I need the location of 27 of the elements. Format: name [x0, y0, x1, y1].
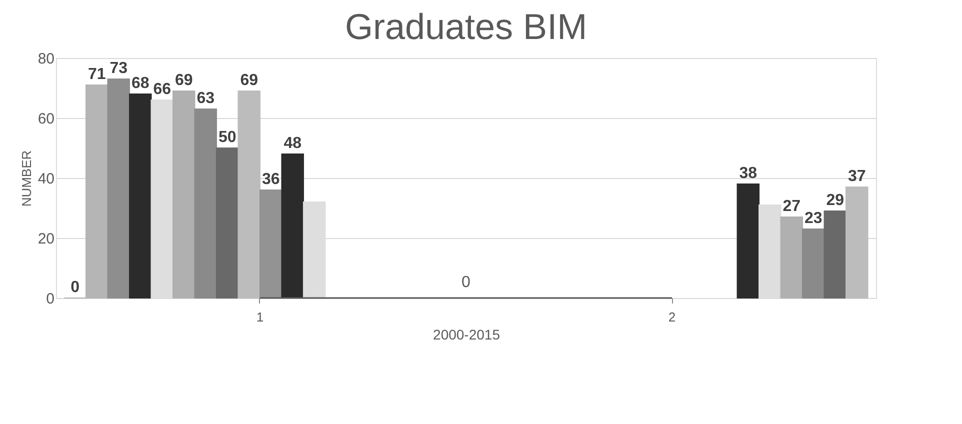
data-label: 37 — [848, 168, 866, 185]
chart-title: Graduates BIM — [344, 6, 588, 47]
data-label: 48 — [284, 135, 302, 152]
data-label: 27 — [782, 198, 801, 215]
x-axis-title: 2000-2015 — [433, 326, 500, 342]
data-label: 23 — [804, 210, 822, 227]
data-label: 68 — [131, 75, 150, 92]
data-label: 38 — [739, 165, 758, 182]
data-label: 71 — [88, 66, 106, 83]
y-tick-label: 0 — [46, 290, 54, 308]
y-tick-label: 40 — [38, 170, 54, 188]
data-label: 50 — [218, 129, 236, 146]
data-label: 36 — [262, 171, 280, 188]
x-tick-label: 2 — [668, 310, 676, 324]
data-label: 66 — [153, 81, 172, 98]
x-tick-label: 1 — [256, 310, 264, 324]
data-label: 69 — [174, 72, 193, 89]
y-tick-label: 80 — [38, 50, 54, 68]
data-label: 73 — [110, 60, 128, 77]
data-label: 63 — [196, 90, 215, 107]
data-label: 69 — [240, 72, 258, 89]
data-label: 0 — [70, 279, 80, 296]
annotation: 0 — [462, 274, 471, 291]
data-label: 29 — [826, 192, 844, 209]
y-tick-label: 60 — [38, 110, 54, 128]
y-tick-label: 20 — [38, 230, 54, 248]
y-axis-title: NUMBER — [18, 150, 34, 207]
